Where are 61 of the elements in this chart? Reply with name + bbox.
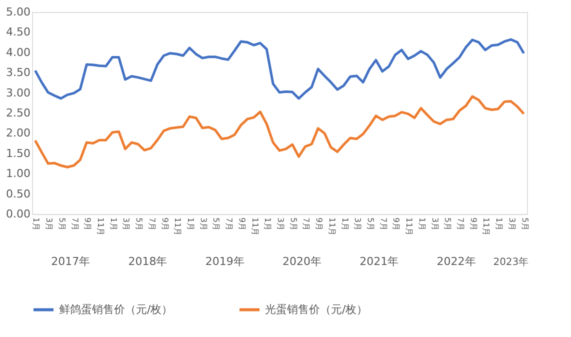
y-tick-label: 4.50 bbox=[6, 26, 30, 39]
x-tick-label: 11月 bbox=[404, 218, 414, 236]
x-tick-label: 1月 bbox=[417, 218, 426, 231]
x-tick-label: 3月 bbox=[44, 218, 54, 231]
x-tick-label: 5月 bbox=[443, 218, 452, 231]
x-tick-label: 9月 bbox=[237, 218, 246, 231]
y-tick-label: 1.00 bbox=[6, 167, 30, 180]
x-tick-label: 1月 bbox=[108, 218, 118, 231]
x-tick-label: 11月 bbox=[250, 218, 260, 236]
x-tick-label: 3月 bbox=[430, 218, 440, 231]
x-tick-label: 1月 bbox=[494, 218, 504, 231]
x-tick-label: 11月 bbox=[96, 218, 105, 236]
x-tick-label: 1月 bbox=[186, 218, 195, 231]
x-tick-label: 3月 bbox=[198, 218, 208, 231]
legend-label: 鲜鸽蛋销售价（元/枚） bbox=[59, 302, 173, 316]
x-tick-label: 9月 bbox=[468, 218, 478, 231]
x-tick-label: 7月 bbox=[147, 218, 156, 231]
x-tick-label: 3月 bbox=[276, 218, 285, 231]
x-tick-label: 5月 bbox=[57, 218, 66, 231]
x-tick-label: 7月 bbox=[224, 218, 234, 231]
x-tick-label: 7月 bbox=[378, 218, 388, 231]
x-tick-label: 11月 bbox=[173, 218, 182, 236]
x-tick-label: 5月 bbox=[212, 218, 221, 231]
x-tick-label: 7月 bbox=[456, 218, 465, 231]
y-tick-label: 0.00 bbox=[6, 208, 30, 220]
x-tick-label: 11月 bbox=[327, 218, 336, 236]
x-tick-label: 5月 bbox=[288, 218, 298, 231]
text: 2017年 bbox=[51, 255, 90, 268]
x-tick-label: 7月 bbox=[70, 218, 80, 231]
x-tick-label: 9月 bbox=[314, 218, 324, 231]
y-tick-label: 2.50 bbox=[6, 106, 30, 120]
x-tick-label: 3月 bbox=[353, 218, 362, 231]
y-tick-label: 2.00 bbox=[6, 126, 30, 140]
y-tick-label: 1.50 bbox=[6, 146, 30, 160]
x-tick-label: 11月 bbox=[482, 218, 491, 236]
x-tick-label: 3月 bbox=[507, 218, 516, 231]
text: 2023年 bbox=[493, 256, 529, 268]
y-tick-label: 4.00 bbox=[6, 46, 30, 59]
x-tick-label: 1月 bbox=[263, 218, 272, 231]
text: 2018年 bbox=[128, 255, 168, 268]
x-tick-label: 9月 bbox=[83, 218, 92, 231]
x-tick-label: 9月 bbox=[392, 218, 401, 231]
y-tick-label: 3.50 bbox=[6, 66, 30, 80]
y-tick-label: 5.00 bbox=[6, 6, 30, 18]
y-tick-label: 0.50 bbox=[6, 187, 30, 200]
x-tick-label: 5月 bbox=[134, 218, 144, 231]
x-tick-label: 1月 bbox=[340, 218, 350, 231]
text: 2022年 bbox=[436, 255, 476, 268]
x-tick-label: 5月 bbox=[366, 218, 375, 231]
x-tick-label: 1月 bbox=[32, 218, 41, 231]
x-tick-label: 5月 bbox=[520, 218, 530, 231]
text: 2020年 bbox=[282, 255, 322, 268]
x-tick-label: 3月 bbox=[122, 218, 131, 231]
legend-label: 光蛋销售价（元/枚） bbox=[265, 302, 368, 316]
x-tick-label: 9月 bbox=[160, 218, 170, 231]
text: 2021年 bbox=[360, 255, 399, 268]
x-tick-label: 7月 bbox=[302, 218, 311, 231]
line-series bbox=[34, 95, 526, 168]
y-tick-label: 3.00 bbox=[6, 86, 30, 100]
line-series bbox=[34, 38, 526, 100]
text: 2019年 bbox=[205, 255, 244, 268]
